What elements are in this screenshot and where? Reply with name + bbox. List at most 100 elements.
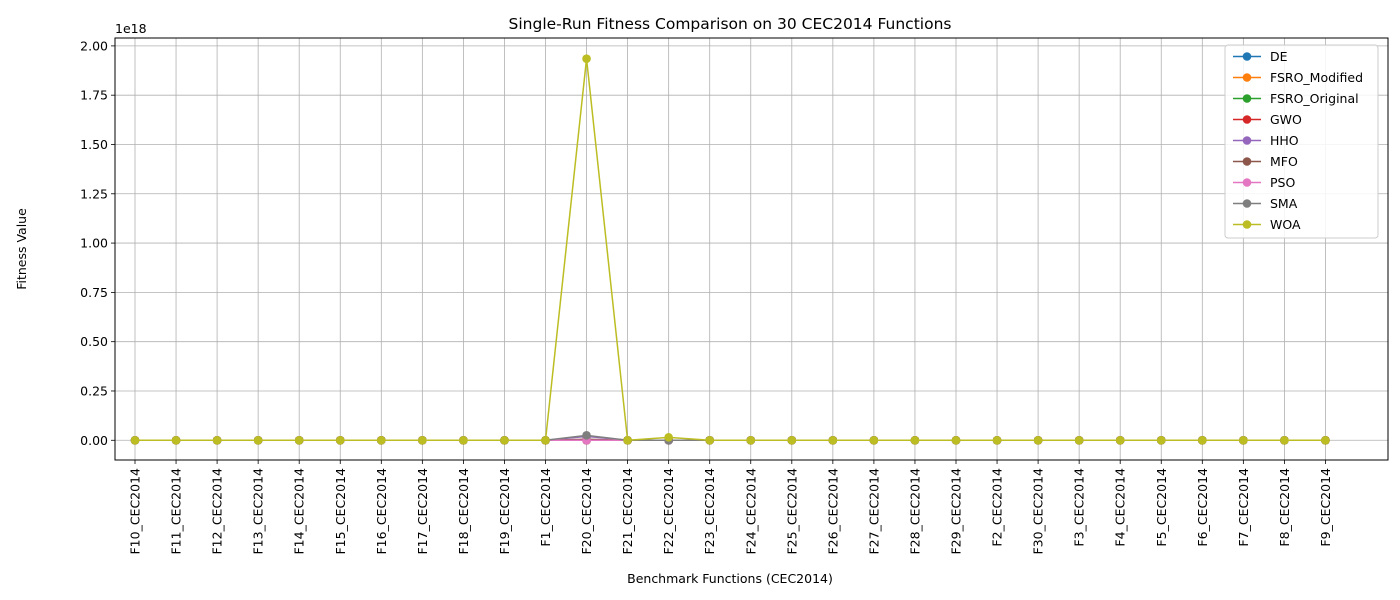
legend-item-pso: PSO [1233,175,1295,190]
x-axis-title: Benchmark Functions (CEC2014) [627,571,833,586]
legend-box [1224,44,1379,239]
legend-label-gwo: GWO [1270,112,1302,127]
y-tick-label: 1.50 [80,137,108,152]
y-axis-title: Fitness Value [14,208,29,290]
grid [115,38,1388,460]
y-tick-label: 2.00 [80,38,108,53]
legend-item-gwo: GWO [1233,112,1302,127]
data-point-woa [1033,435,1043,445]
data-point-woa [828,435,838,445]
legend-item-sma: SMA [1233,196,1298,211]
data-point-woa [705,435,714,445]
series-group [130,54,1330,445]
data-point-woa [582,54,591,64]
x-tick-label: F8_CEC2014 [1277,468,1292,547]
data-point-woa [664,433,673,442]
data-point-woa [787,435,797,445]
legend: DE FSRO_Modified FSRO_Original GWO HHO MFO PSO… [1224,44,1379,239]
data-point-woa [541,435,550,445]
x-tick-label: F13_CEC2014 [251,468,266,555]
x-tick-label: F10_CEC2014 [128,468,143,555]
legend-label-sma: SMA [1270,196,1298,211]
y-tick-label: 1.75 [80,88,108,103]
y-tick-label: 0.75 [80,285,108,300]
series-line-woa [135,57,1326,442]
legend-item-mfo: MFO [1233,154,1298,169]
x-tick-label: F24_CEC2014 [743,468,758,555]
x-tick-label: F22_CEC2014 [661,468,676,555]
x-axis: F10_CEC2014 F11_CEC2014 F12_CEC2014 F13_CEC… [128,460,1333,555]
data-point-woa [1074,435,1084,445]
plot-frame [114,37,1389,461]
data-point-woa [1280,435,1289,445]
x-tick-label: F30_CEC2014 [1031,468,1046,555]
x-tick-label: F20_CEC2014 [579,468,594,555]
x-tick-label: F9_CEC2014 [1318,468,1333,547]
data-point-woa [335,435,345,445]
data-point-woa [377,435,386,445]
legend-item-hho: HHO [1233,133,1299,148]
y-offset-label: 1e18 [115,21,147,36]
x-tick-label: F14_CEC2014 [292,468,307,555]
legend-marker-fsro-modified [1242,73,1252,82]
chart-title: Single-Run Fitness Comparison on 30 CEC2… [509,15,952,33]
data-point-woa [212,435,222,445]
data-point-woa [623,435,632,445]
y-tick-label: 0.00 [80,433,108,448]
y-tick-label: 0.25 [80,383,108,398]
legend-marker-fsro-original [1242,94,1252,103]
y-tick-label: 1.00 [80,236,108,251]
series-woa [130,54,1330,445]
legend-marker-de [1242,52,1252,61]
data-point-woa [992,435,1002,445]
legend-label-hho: HHO [1270,133,1299,148]
data-point-woa [910,435,920,445]
x-tick-label: F3_CEC2014 [1072,468,1087,547]
data-point-woa [1115,435,1125,445]
data-point-woa [294,435,304,445]
data-point-woa [171,435,181,445]
legend-marker-sma [1242,199,1252,208]
data-point-sma [582,431,591,440]
data-point-woa [1239,435,1248,445]
x-tick-label: F21_CEC2014 [620,468,635,555]
data-point-woa [1156,435,1166,445]
x-tick-label: F18_CEC2014 [456,468,471,555]
x-tick-label: F26_CEC2014 [825,468,840,555]
legend-item-fsro-original: FSRO_Original [1233,91,1359,106]
legend-label-fsro-original: FSRO_Original [1270,91,1359,106]
x-tick-label: F29_CEC2014 [949,468,964,555]
y-tick-label: 1.25 [80,186,108,201]
x-tick-label: F2_CEC2014 [990,468,1005,547]
legend-marker-mfo [1242,157,1252,166]
legend-item-woa: WOA [1233,217,1301,232]
y-tick-label: 0.50 [80,334,108,349]
legend-marker-hho [1242,136,1252,145]
y-axis: 0.00 0.25 0.50 0.75 1.00 1.25 1.50 1.75 2.00 [80,38,115,448]
data-point-woa [500,435,509,445]
data-point-woa [951,435,961,445]
legend-marker-woa [1242,220,1252,229]
data-point-woa [459,435,468,445]
data-point-woa [746,435,756,445]
x-tick-label: F28_CEC2014 [907,468,922,555]
data-point-woa [418,435,427,445]
x-tick-label: F16_CEC2014 [374,468,389,555]
x-tick-label: F15_CEC2014 [333,468,348,555]
x-tick-label: F17_CEC2014 [415,468,430,555]
x-tick-label: F5_CEC2014 [1154,468,1169,547]
legend-label-woa: WOA [1270,217,1301,232]
data-point-woa [253,435,263,445]
data-point-woa [1198,435,1207,445]
legend-label-pso: PSO [1270,175,1295,190]
x-tick-label: F4_CEC2014 [1113,468,1128,547]
x-tick-label: F23_CEC2014 [702,468,717,555]
x-tick-label: F19_CEC2014 [497,468,512,555]
legend-marker-gwo [1242,115,1252,124]
data-point-woa [130,435,140,445]
data-point-woa [1321,435,1330,445]
legend-label-mfo: MFO [1270,154,1298,169]
x-tick-label: F1_CEC2014 [538,468,553,547]
